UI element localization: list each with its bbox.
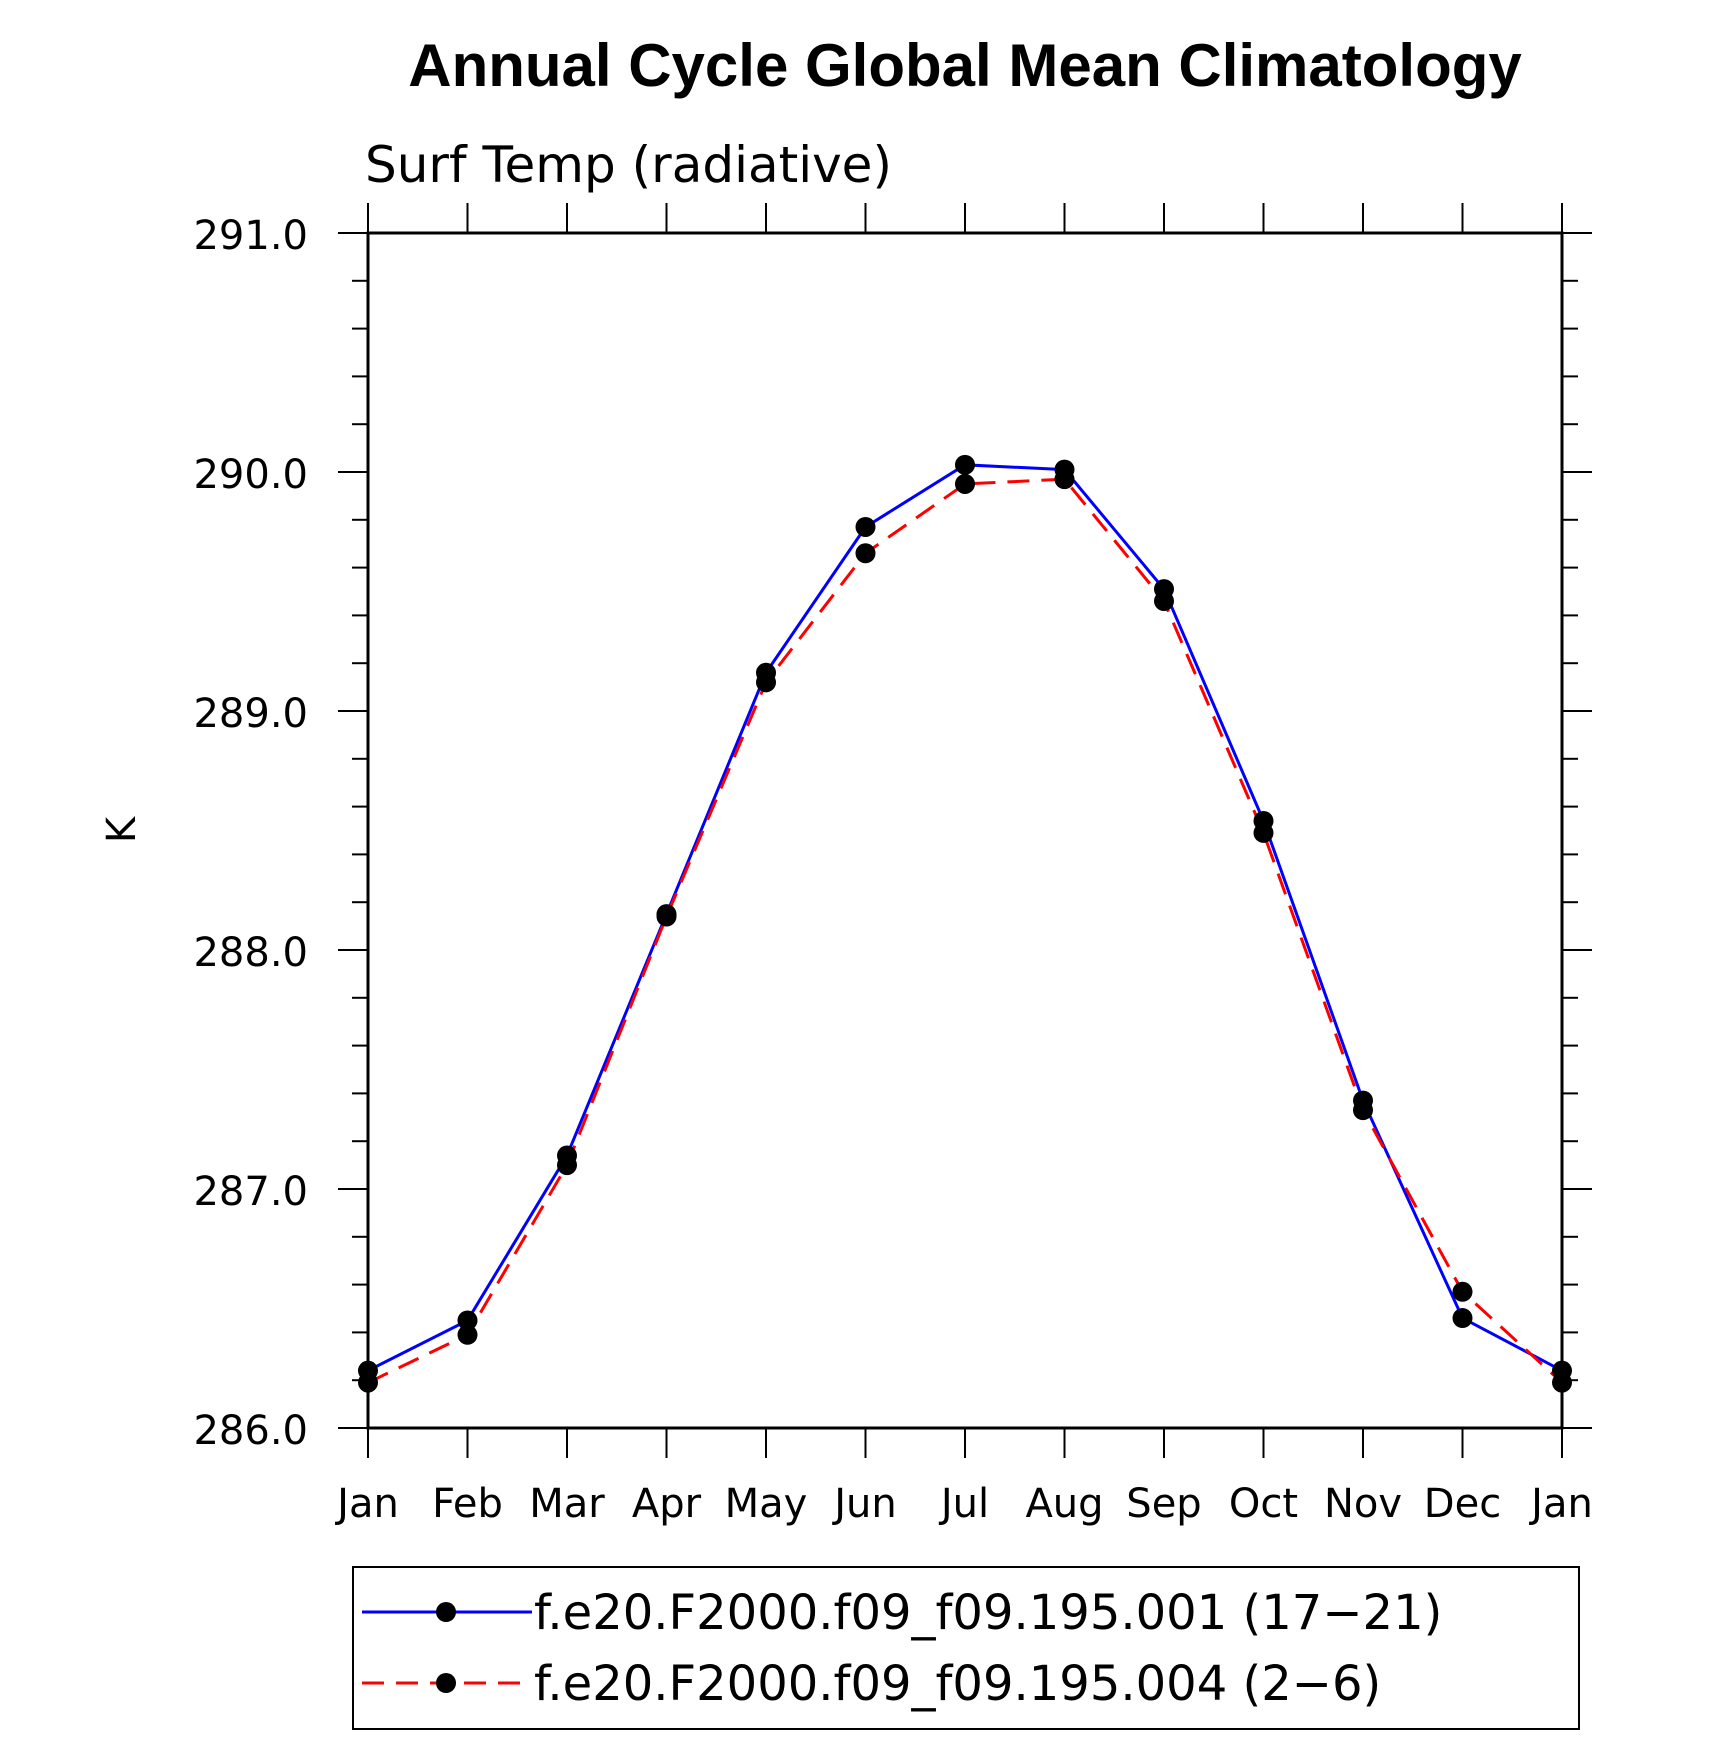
x-tick-label: Dec xyxy=(1424,1481,1501,1527)
series-lines xyxy=(367,463,1564,1384)
series-1-point xyxy=(1452,1308,1473,1329)
series-2-point xyxy=(1154,591,1174,612)
chart-subtitle: Surf Temp (radiative) xyxy=(365,136,892,194)
series-2-point xyxy=(457,1324,478,1345)
chart-title: Annual Cycle Global Mean Climatology xyxy=(408,32,1522,99)
x-tick-label: Oct xyxy=(1229,1481,1298,1527)
legend-marker-1 xyxy=(436,1602,456,1622)
series-2-point xyxy=(358,1372,378,1393)
legend-marker-2 xyxy=(436,1673,456,1693)
series-2-point xyxy=(1552,1372,1572,1393)
series-1-point xyxy=(955,454,975,475)
y-tick-label: 291.0 xyxy=(193,213,308,259)
x-tick-label: Aug xyxy=(1025,1481,1103,1527)
series-1-point xyxy=(855,516,876,537)
x-tick-label: Jan xyxy=(334,1481,399,1527)
x-tick-label: Jun xyxy=(831,1481,897,1527)
axis-ticks xyxy=(338,203,1592,1458)
x-tick-label: Jul xyxy=(938,1481,989,1527)
x-tick-label: May xyxy=(725,1481,808,1527)
plot-frame xyxy=(366,231,1564,1430)
y-tick-label: 290.0 xyxy=(193,452,308,498)
series-line-2 xyxy=(367,477,1564,1384)
x-tick-label: Mar xyxy=(529,1481,605,1527)
legend-label-2: f.e20.F2000.f09_f09.195.004 (2−6) xyxy=(534,1656,1381,1712)
series-2-point xyxy=(1253,822,1274,843)
series-2-point xyxy=(1452,1281,1473,1302)
series-markers xyxy=(358,454,1572,1393)
y-axis-label: K xyxy=(99,815,145,843)
series-2-point xyxy=(955,473,975,494)
x-tick-label: Nov xyxy=(1324,1481,1402,1527)
series-2-point xyxy=(656,906,677,927)
series-1-point xyxy=(457,1310,478,1331)
y-tick-label: 289.0 xyxy=(193,691,308,737)
x-tick-label: Jan xyxy=(1528,1481,1593,1527)
legend-label-1: f.e20.F2000.f09_f09.195.001 (17−21) xyxy=(534,1585,1442,1641)
y-tick-labels: 286.0 287.0 288.0 289.0 290.0 291.0 xyxy=(193,213,308,1454)
y-tick-label: 287.0 xyxy=(193,1169,308,1215)
x-tick-label: Apr xyxy=(632,1481,702,1527)
series-2-point xyxy=(1353,1100,1373,1121)
y-tick-label: 286.0 xyxy=(193,1408,308,1454)
series-2-point xyxy=(557,1155,577,1176)
x-tick-labels: Jan Feb Mar Apr May Jun Jul Aug Sep Oct Nov Dec Jan xyxy=(334,1481,1593,1527)
series-2-point xyxy=(756,672,776,693)
legend-box xyxy=(352,1566,1580,1730)
series-2-point xyxy=(1054,469,1075,490)
x-tick-label: Sep xyxy=(1126,1481,1201,1527)
series-line-1 xyxy=(367,463,1563,1372)
y-tick-label: 288.0 xyxy=(193,930,308,976)
legend: f.e20.F2000.f09_f09.195.001 (17−21) f.e20… xyxy=(362,1585,1442,1712)
x-tick-label: Feb xyxy=(432,1481,503,1527)
series-2-point xyxy=(855,543,876,564)
